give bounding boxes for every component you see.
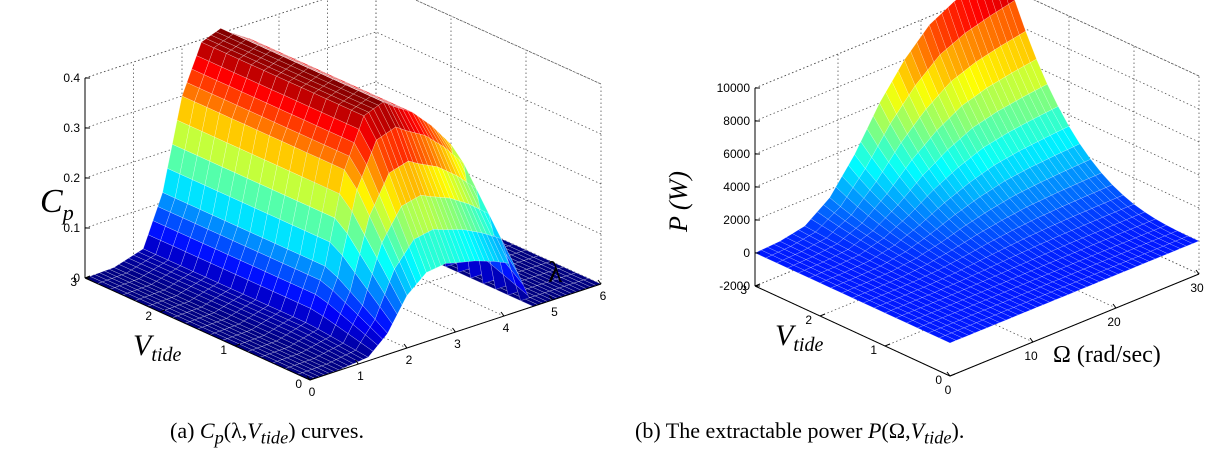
- z-tick-label: 0: [73, 271, 80, 285]
- y-tick: [884, 343, 891, 347]
- surface-patch: [1181, 235, 1200, 244]
- x-tick: [403, 343, 408, 349]
- grid-line: [375, 81, 602, 185]
- x-tick-label: 6: [600, 289, 607, 303]
- grid-line: [414, 0, 602, 85]
- z-tick-label: -2000: [719, 279, 750, 293]
- y-tick: [754, 283, 761, 287]
- chart-b-svg: -2000 0 2000 4000 6000 8000 10000 0 10 20 30 0 1 2 3 P…: [664, 0, 1204, 397]
- chart-b-zlabel: P (W): [664, 171, 693, 233]
- z-tick-label: 0.1: [63, 221, 80, 235]
- y-tick-label: 2: [805, 313, 812, 327]
- x-tick: [597, 279, 602, 285]
- x-tick-label: 2: [406, 353, 413, 367]
- chart-b-xlabel: Ω (rad/sec): [1053, 342, 1161, 368]
- z-tick-label: 0: [743, 246, 750, 260]
- chart-a-xlabel: λ: [548, 256, 563, 289]
- x-tick: [1112, 303, 1117, 309]
- grid-line: [278, 213, 505, 317]
- y-tick-label: 1: [220, 343, 227, 357]
- x-tick-label: 3: [454, 337, 461, 351]
- z-tick-label: 6000: [723, 147, 750, 161]
- chart-a-ylabel: Vtide: [133, 329, 181, 366]
- x-tick-label: 30: [1190, 281, 1204, 295]
- chart-a-zlabel: Cp: [40, 183, 74, 225]
- y-tick-label: 0: [935, 373, 942, 387]
- chart-b-surface: [754, 0, 1200, 344]
- y-tick: [84, 275, 91, 279]
- z-tick-label: 2000: [723, 213, 750, 227]
- y-tick-label: 3: [70, 275, 77, 289]
- x-tick: [946, 371, 951, 377]
- x-tick-label: 0: [945, 383, 952, 397]
- chart-a-surface: [84, 28, 602, 381]
- grid-line: [375, 131, 602, 235]
- grid-line: [414, 0, 602, 85]
- chart-a: 0 0.1 0.2 0.3 0.4 0 1 2 3 4 5 6 0 1 2 3 Cp λ Vtide (a) …: [0, 0, 614, 464]
- grid-line: [230, 229, 456, 333]
- chart-b: -2000 0 2000 4000 6000 8000 10000 0 10 20 30 0 1 2 3 P…: [615, 0, 1229, 464]
- chart-a-ticks: 0 0.1 0.2 0.3 0.4 0 1 2 3 4 5 6 0 1 2 3: [63, 71, 606, 399]
- chart-b-frame: [754, 273, 1200, 377]
- y-tick: [234, 343, 241, 347]
- y-tick-label: 1: [870, 343, 877, 357]
- y-axis-line: [84, 277, 311, 381]
- y-tick-label: 0: [295, 377, 302, 391]
- x-tick: [452, 327, 456, 333]
- x-tick: [500, 311, 505, 317]
- x-tick: [1195, 269, 1200, 275]
- x-tick-label: 20: [1107, 315, 1121, 329]
- x-tick: [1029, 337, 1034, 343]
- z-tick-label: 0.4: [63, 71, 80, 85]
- x-tick-label: 10: [1024, 349, 1038, 363]
- y-tick-label: 3: [740, 283, 747, 297]
- z-tick-label: 4000: [723, 180, 750, 194]
- x-axis-line: [949, 273, 1200, 377]
- chart-b-ticks: -2000 0 2000 4000 6000 8000 10000 0 10 20 30 0 1 2 3: [717, 81, 1204, 397]
- x-tick: [549, 295, 553, 301]
- grid-line: [375, 31, 602, 135]
- chart-a-svg: 0 0.1 0.2 0.3 0.4 0 1 2 3 4 5 6 0 1 2 3 Cp λ Vtide: [40, 0, 607, 399]
- y-tick: [819, 313, 826, 317]
- chart-b-caption: (b) The extractable power P(Ω,Vtide).: [635, 418, 965, 448]
- chart-b-ylabel: Vtide: [775, 319, 823, 356]
- y-tick: [159, 309, 166, 313]
- z-tick-label: 8000: [723, 114, 750, 128]
- y-axis-line: [754, 285, 951, 377]
- z-tick-label: 0.3: [63, 121, 80, 135]
- y-tick: [309, 377, 316, 381]
- z-tick-label: 0.2: [63, 171, 80, 185]
- x-tick-label: 5: [551, 305, 558, 319]
- x-tick-label: 0: [309, 385, 316, 399]
- y-tick-label: 2: [145, 309, 152, 323]
- x-tick-label: 1: [357, 369, 364, 383]
- grid-line: [84, 0, 323, 79]
- y-tick: [949, 373, 956, 377]
- x-tick: [306, 375, 311, 381]
- chart-a-caption: (a) Cp(λ,Vtide) curves.: [170, 418, 364, 448]
- z-tick-label: 10000: [717, 81, 751, 95]
- x-tick-label: 4: [503, 321, 510, 335]
- x-tick: [355, 359, 359, 365]
